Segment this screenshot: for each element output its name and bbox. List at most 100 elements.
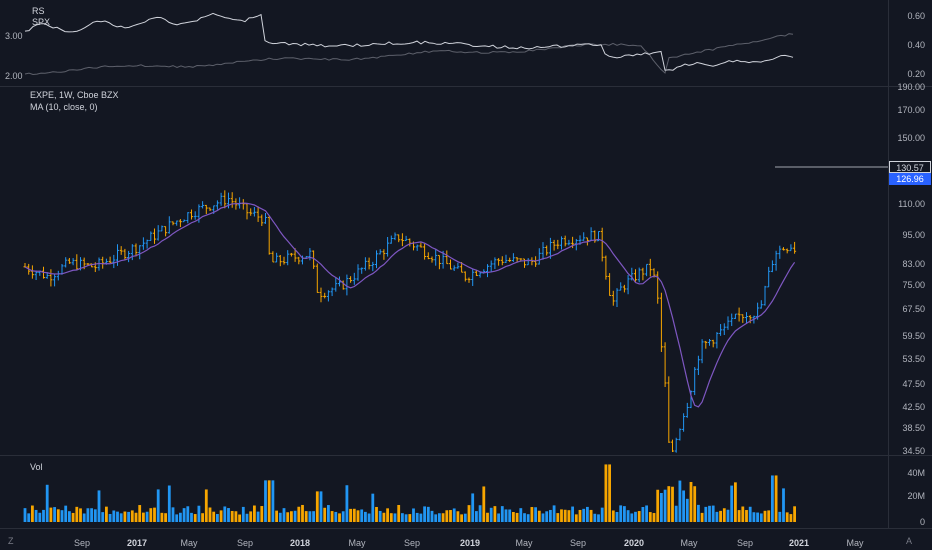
volume-bar [230, 510, 234, 522]
volume-bar [452, 508, 456, 522]
volume-bar [556, 513, 560, 522]
ohlc-bar [463, 271, 467, 282]
price-tick: 150.00 [897, 133, 925, 143]
volume-bar [130, 510, 134, 522]
ohlc-bar [637, 267, 641, 283]
ohlc-bar [785, 248, 789, 254]
volume-bar [356, 510, 360, 522]
rs-lines [24, 12, 794, 76]
rs-price-axis[interactable]: 0.60 0.40 0.20 [888, 0, 932, 86]
ohlc-bar [97, 257, 101, 271]
ohlc-bar [741, 314, 745, 323]
ohlc-bar [323, 292, 327, 299]
log-scale-icon[interactable]: Z [8, 536, 14, 546]
symbol-legend[interactable]: EXPE, 1W, Cboe BZX [30, 90, 119, 100]
volume-bar [364, 511, 367, 522]
volume-bar [423, 506, 426, 522]
volume-bar [49, 507, 53, 522]
ohlc-bar [171, 221, 175, 226]
volume-bar [430, 510, 434, 522]
volume-bar [434, 514, 438, 522]
spx-line [24, 33, 794, 76]
ohlc-bar [297, 256, 301, 265]
volume-bar [119, 513, 123, 522]
ohlc-bar [245, 203, 249, 220]
ohlc-bar [782, 247, 785, 251]
ohlc-bar [685, 402, 689, 418]
ohlc-bar [563, 235, 567, 247]
ohlc-bar [389, 235, 393, 244]
ohlc-bar [108, 256, 112, 264]
volume-bar [338, 513, 341, 522]
volume-bar [271, 480, 275, 522]
ohlc-bar [500, 256, 504, 266]
volume-bar [408, 514, 412, 522]
ohlc-bar [308, 248, 312, 261]
volume-bar [160, 512, 164, 522]
volume-bar [600, 507, 604, 522]
volume-bar [216, 514, 219, 522]
volume-bar [45, 484, 49, 522]
ohlc-bar [622, 284, 626, 293]
rs-pane[interactable]: RS SPX 3.00 2.00 [0, 0, 888, 86]
volume-bar [375, 506, 378, 522]
ohlc-bar [593, 230, 597, 243]
rs-right-tick: 0.40 [907, 40, 925, 50]
ma-legend[interactable]: MA (10, close, 0) [30, 102, 98, 112]
volume-bar [541, 513, 545, 522]
auto-scale-icon[interactable]: A [906, 536, 913, 546]
rs-legend-spx: SPX [32, 17, 51, 27]
ohlc-bar [778, 245, 782, 259]
volume-bar [241, 506, 245, 522]
rs-left-tick-2: 2.00 [5, 71, 23, 81]
price-axis[interactable]: 190.00170.00150.00130.00110.0095.0083.00… [888, 82, 932, 456]
ohlc-bar [400, 233, 404, 247]
volume-axis[interactable]: 40M 20M 0 [888, 456, 932, 528]
volume-bar [127, 511, 130, 522]
ohlc-bar [264, 213, 267, 224]
ohlc-bar [526, 258, 530, 266]
rs-legend-rs: RS [32, 6, 45, 16]
volume-bar [586, 506, 589, 522]
volume-bar [64, 505, 68, 522]
ohlc-bar [67, 257, 71, 264]
ohlc-bar [759, 300, 763, 309]
volume-pane[interactable]: Vol [0, 456, 888, 528]
volume-bar [719, 510, 722, 522]
ohlc-bar [582, 232, 586, 241]
ohlc-bar [556, 239, 560, 250]
volume-bar [445, 510, 449, 522]
volume-bar [378, 510, 382, 522]
time-label: Sep [736, 538, 754, 548]
main-price-pane[interactable]: EXPE, 1W, Cboe BZX MA (10, close, 0) [0, 87, 888, 455]
time-label: 2017 [126, 538, 148, 548]
ohlc-bar [674, 437, 678, 453]
volume-bar [327, 505, 330, 522]
price-tick: 75.00 [902, 280, 925, 290]
volume-bar [574, 514, 578, 522]
ohlc-bar [452, 265, 456, 272]
volume-bar [167, 485, 171, 522]
volume-bar [741, 506, 745, 522]
ohlc-bar [360, 267, 364, 274]
volume-bar [53, 507, 56, 522]
time-label: Sep [236, 538, 254, 548]
volume-bar [334, 511, 338, 522]
price-tick: 53.50 [902, 354, 925, 364]
volume-bar [482, 486, 486, 522]
ohlc-bar [511, 253, 515, 262]
ohlc-bar [375, 250, 378, 269]
volume-bar [771, 475, 774, 522]
pane-separator[interactable] [0, 86, 932, 87]
volume-bar [634, 511, 637, 522]
ohlc-bar [430, 256, 434, 263]
volume-bar [82, 513, 86, 522]
volume-bar [785, 512, 789, 522]
volume-bar [341, 511, 345, 522]
time-axis[interactable]: Sep 2017 May Sep 2018 May Sep 2019 May Sep 2020 May… [0, 529, 888, 550]
volume-bar [179, 512, 182, 522]
pane-separator[interactable] [0, 455, 932, 456]
ohlc-bar [467, 277, 471, 283]
ohlc-bar [53, 273, 57, 287]
volume-bar [456, 511, 460, 522]
